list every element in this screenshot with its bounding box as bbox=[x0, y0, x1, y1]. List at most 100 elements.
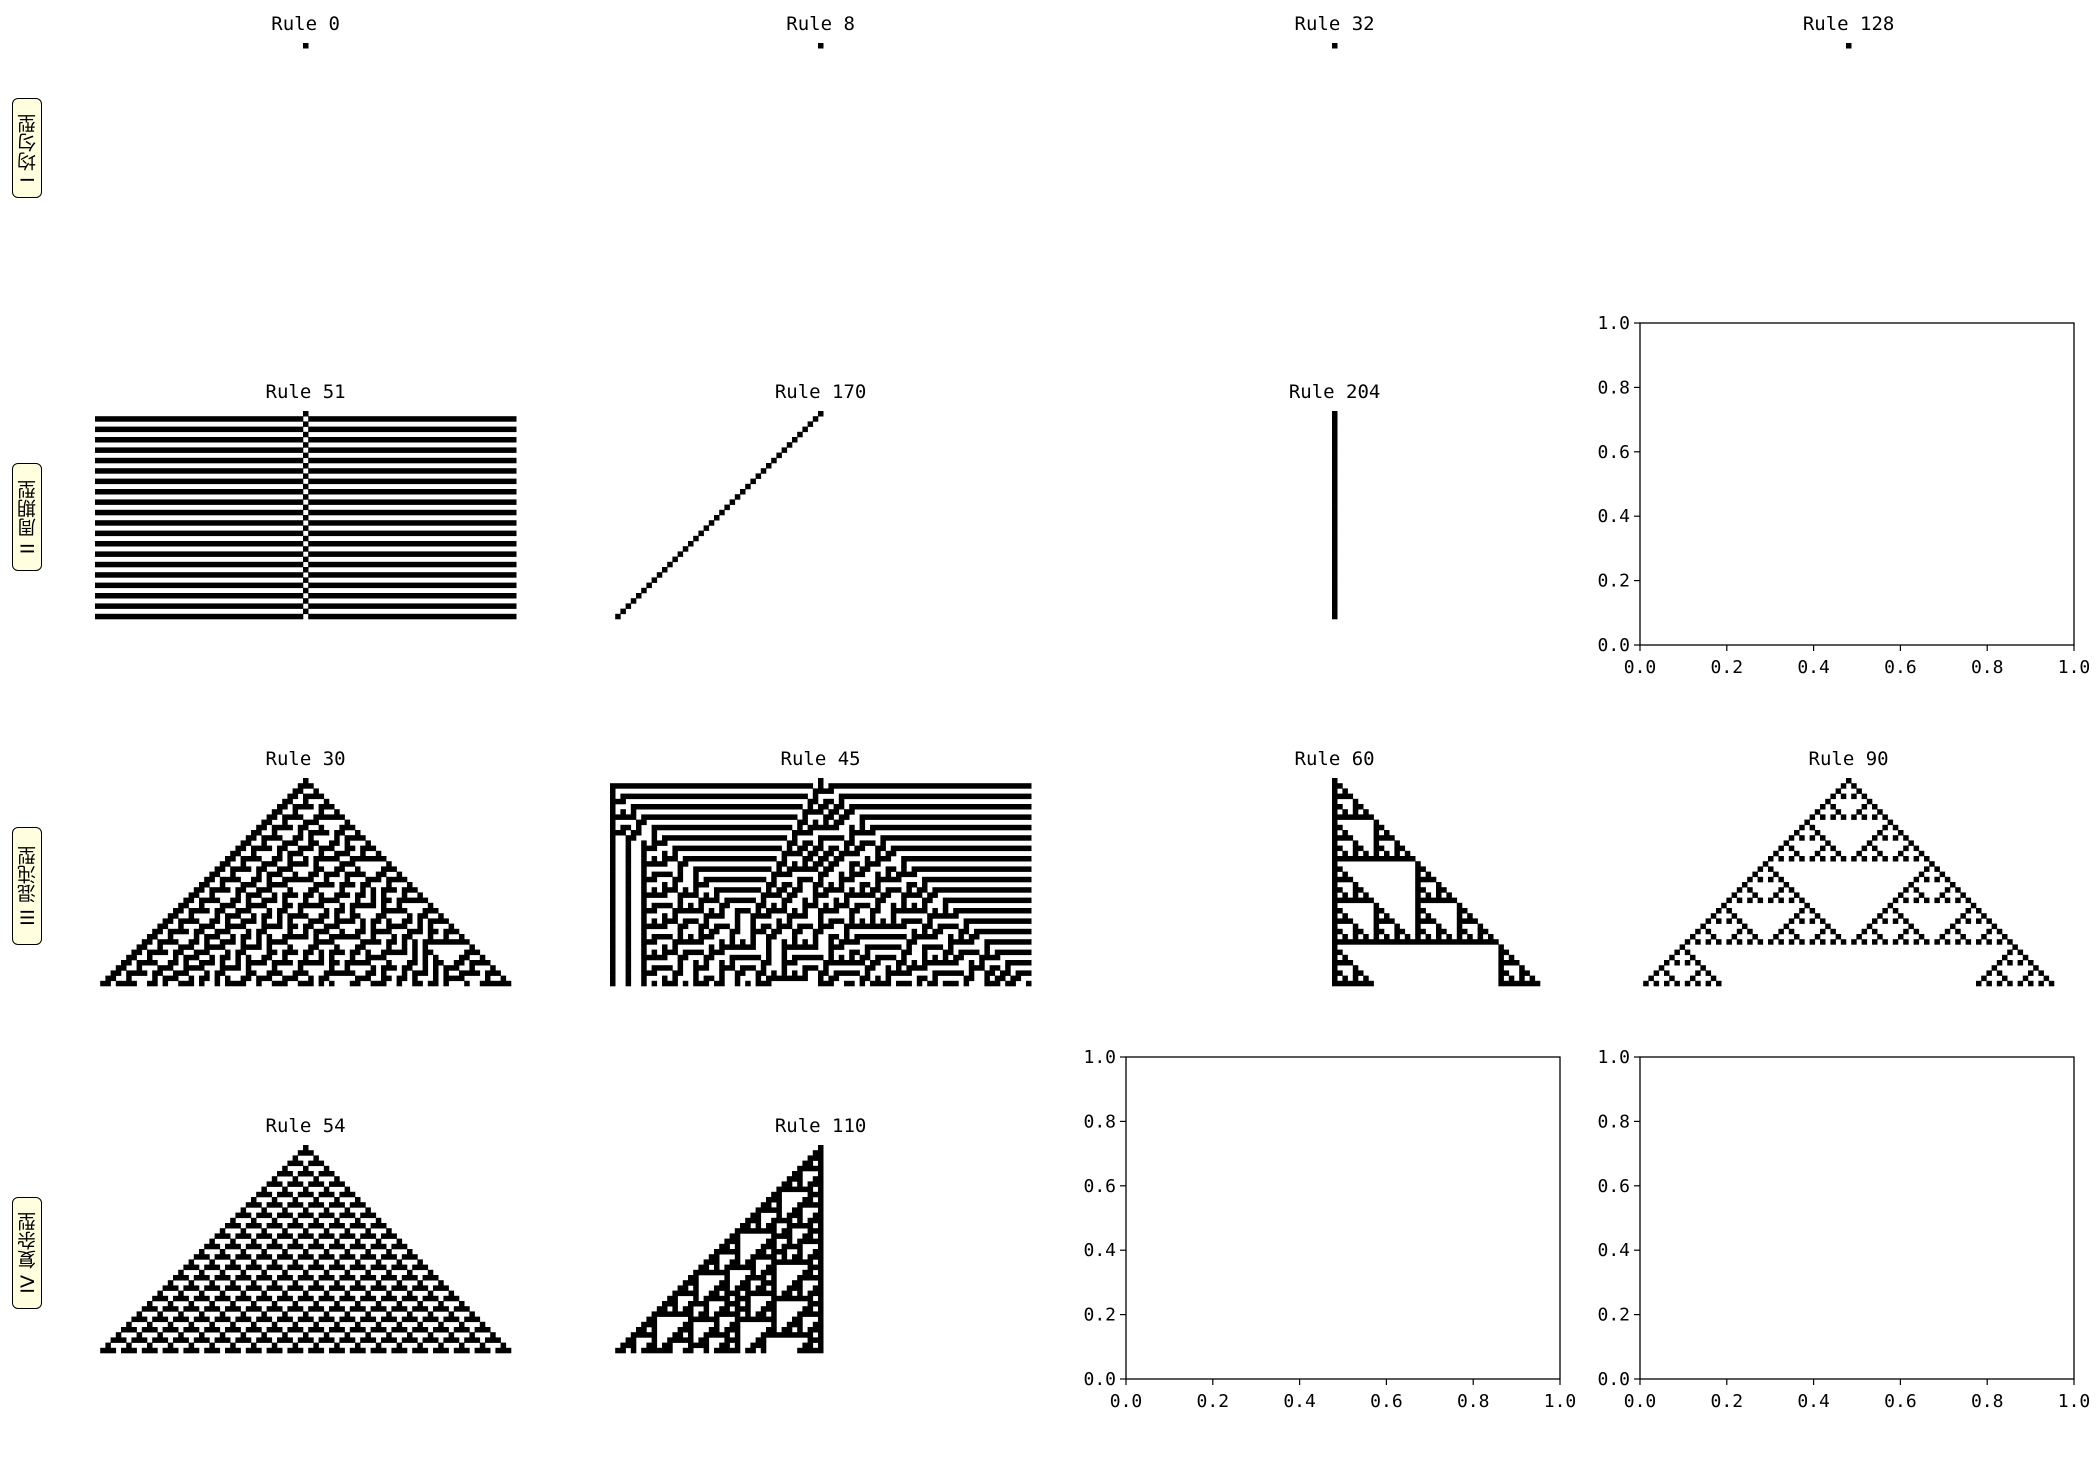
live-cell-run bbox=[277, 1233, 293, 1239]
live-cell-run bbox=[183, 960, 189, 966]
live-cell-run bbox=[381, 887, 397, 893]
live-cell-run bbox=[1352, 809, 1359, 815]
live-cell-run bbox=[1000, 970, 1011, 976]
live-cell-run bbox=[1892, 897, 1899, 904]
live-cell-run bbox=[625, 850, 632, 857]
live-cell-run bbox=[1856, 850, 1862, 857]
live-cell-run bbox=[911, 928, 918, 935]
live-cell-run bbox=[755, 975, 762, 982]
panel-rule-45: Rule 45 bbox=[610, 748, 1032, 987]
live-cell-run bbox=[131, 949, 143, 956]
live-cell-run bbox=[251, 845, 273, 852]
live-cell-run bbox=[329, 965, 335, 971]
live-cell-run bbox=[1773, 934, 1779, 940]
live-cell-run bbox=[719, 960, 725, 966]
live-cell-run bbox=[781, 954, 788, 961]
live-cell-run bbox=[1684, 980, 1691, 987]
live-cell-run bbox=[334, 1238, 340, 1245]
live-cell-run bbox=[485, 975, 491, 982]
live-cell-run bbox=[407, 1290, 413, 1297]
live-cell-run bbox=[225, 1327, 241, 1333]
live-cell-run bbox=[266, 876, 273, 883]
panel-rule-204: Rule 204 bbox=[1289, 381, 1380, 620]
live-cell-run bbox=[355, 866, 361, 872]
live-cell-run bbox=[329, 949, 345, 956]
live-cell-run bbox=[937, 923, 959, 930]
live-cell-run bbox=[225, 1306, 241, 1312]
live-cell-run bbox=[271, 1342, 278, 1349]
live-cell-run bbox=[849, 830, 876, 836]
live-cell-run bbox=[776, 887, 788, 893]
live-cell-run bbox=[807, 421, 814, 427]
live-cell-run bbox=[1747, 939, 1753, 945]
live-cell-run bbox=[901, 897, 907, 904]
live-cell-run bbox=[297, 960, 325, 966]
live-cell-run bbox=[339, 887, 345, 893]
live-cell-run bbox=[427, 1269, 434, 1276]
live-cell-run bbox=[792, 1316, 803, 1323]
live-cell-run bbox=[334, 1280, 340, 1286]
live-cell-run bbox=[984, 970, 996, 976]
live-cell-run bbox=[672, 556, 678, 563]
live-cell-run bbox=[864, 861, 881, 867]
live-cell-run bbox=[225, 913, 241, 919]
live-cell-run bbox=[1716, 980, 1722, 987]
live-cell-run bbox=[885, 866, 897, 872]
live-cell-run bbox=[708, 1327, 720, 1333]
live-cell-run bbox=[740, 1280, 751, 1286]
live-cell-run bbox=[339, 882, 356, 888]
live-cell-run bbox=[308, 944, 319, 950]
live-cell-run bbox=[885, 871, 892, 878]
live-cell-run bbox=[204, 939, 210, 945]
live-cell-run bbox=[277, 1191, 293, 1198]
live-cell-run bbox=[1332, 793, 1354, 800]
live-cell-run bbox=[329, 1223, 345, 1229]
live-cell-run bbox=[401, 934, 413, 940]
live-cell-run bbox=[714, 1285, 730, 1291]
live-cell-run bbox=[625, 908, 632, 914]
live-cell-run bbox=[942, 980, 959, 987]
live-cell-run bbox=[287, 850, 304, 857]
live-cell-run bbox=[245, 1264, 262, 1271]
live-cell-run bbox=[370, 887, 377, 893]
live-cell-run bbox=[1778, 928, 1784, 935]
live-cell-run bbox=[235, 1233, 252, 1239]
live-cell-run bbox=[1882, 835, 1888, 841]
live-cell-run bbox=[776, 923, 793, 930]
live-cell-run bbox=[1669, 954, 1675, 961]
live-cell-run bbox=[641, 845, 658, 852]
live-cell-run bbox=[266, 871, 283, 878]
live-cell-run bbox=[901, 949, 912, 956]
live-cell-run bbox=[963, 923, 970, 930]
live-cell-run bbox=[95, 509, 304, 516]
live-cell-run bbox=[771, 871, 793, 878]
live-cell-run bbox=[1814, 809, 1821, 815]
live-cell-run bbox=[682, 856, 777, 862]
live-cell-run bbox=[963, 975, 975, 982]
live-cell-run bbox=[1446, 934, 1452, 940]
live-cell-run bbox=[875, 850, 881, 857]
live-cell-run bbox=[323, 923, 340, 930]
live-cell-run bbox=[766, 882, 777, 888]
live-cell-run bbox=[266, 939, 288, 945]
live-cell-run bbox=[786, 1223, 814, 1229]
live-cell-run bbox=[1690, 954, 1696, 961]
live-cell-run bbox=[844, 897, 850, 904]
live-cell-run bbox=[797, 1347, 824, 1354]
live-cell-run bbox=[235, 949, 247, 956]
live-cell-run bbox=[797, 1165, 824, 1172]
live-cell-run bbox=[885, 965, 892, 971]
panel-rule-8: Rule 8 bbox=[786, 13, 855, 49]
live-cell-run bbox=[708, 949, 725, 956]
live-cell-run bbox=[427, 980, 439, 987]
live-cell-run bbox=[781, 882, 793, 888]
live-cell-run bbox=[396, 1301, 403, 1307]
live-cell-run bbox=[641, 897, 647, 904]
live-cell-run bbox=[1352, 850, 1359, 857]
live-cell-run bbox=[610, 918, 616, 924]
live-cell-run bbox=[1373, 824, 1385, 831]
live-cell-run bbox=[303, 923, 314, 930]
live-cell-run bbox=[703, 913, 725, 919]
live-cell-run bbox=[750, 1342, 767, 1349]
